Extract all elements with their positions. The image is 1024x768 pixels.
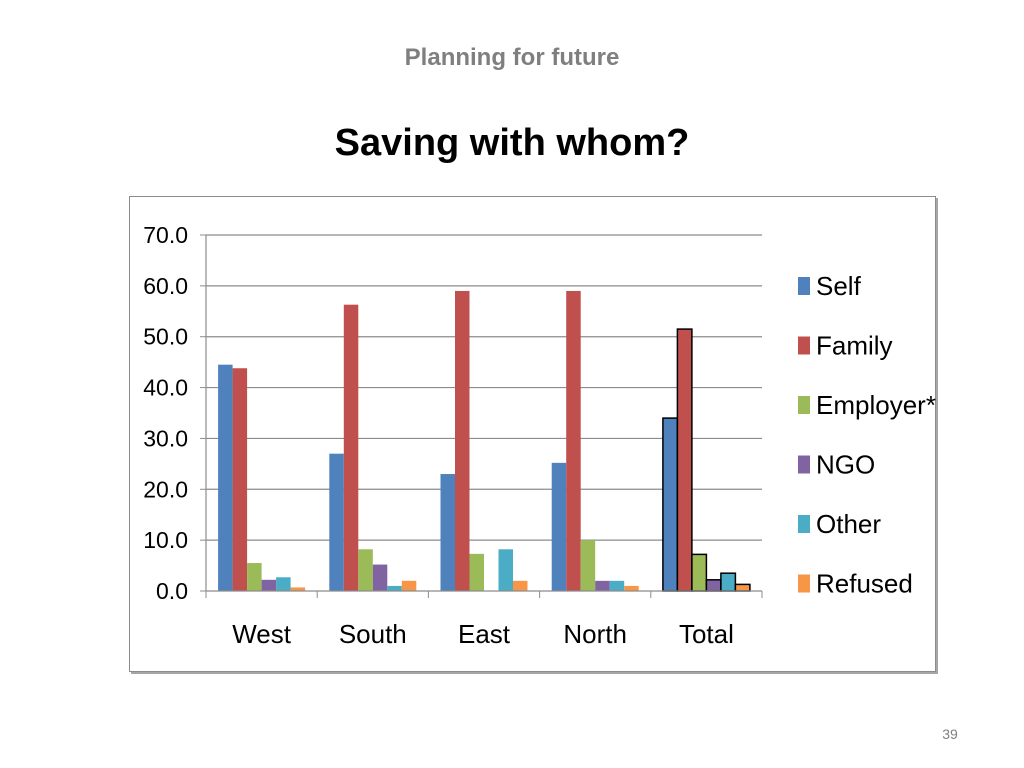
legend-swatch [798,574,810,593]
y-tick-label: 50.0 [143,324,188,350]
y-tick-label: 30.0 [143,425,188,451]
bar-north-employer [580,540,596,591]
y-tick-label: 70.0 [143,222,188,248]
bar-north-ngo [595,580,610,591]
bar-west-ngo [261,579,277,591]
bar-total-other [720,572,737,592]
x-category-label: Total [679,619,734,649]
bar-total-family [676,328,693,592]
bar-north-other [609,580,625,591]
bar-east-self [440,474,455,591]
slide-title: Saving with whom? [334,122,690,164]
legend: Self Family Employer* NGO Other Refused [798,271,936,599]
page-number: 39 [942,726,958,742]
legend-swatch [798,396,810,414]
bar-south-employer [358,549,373,591]
bar-east-refused [513,580,528,591]
bar-west-self [218,364,233,591]
bar-total-ngo [705,579,722,592]
bar-south-family [343,304,359,591]
y-tick-label: 0.0 [156,578,188,604]
bar-north-self [551,462,567,591]
legend-label: Family [816,331,893,361]
bar-west-employer [247,563,262,591]
y-axis-ticks: 0.0 10.0 20.0 30.0 40.0 50.0 60.0 70.0 [143,222,206,604]
bar-total-refused [734,583,751,592]
legend-label: Other [816,509,881,539]
slide-subtitle: Planning for future [404,44,620,71]
bar-north-family [566,290,581,591]
legend-label: Self [816,271,862,301]
bar-south-self [329,453,344,591]
bar-south-ngo [372,564,388,591]
y-tick-label: 40.0 [143,375,188,401]
bar-west-refused [290,587,306,591]
bars [218,290,751,592]
bar-total-self [662,417,679,592]
x-category-label: West [232,619,292,649]
legend-label: Employer* [816,390,936,420]
y-tick-label: 20.0 [143,476,188,502]
bar-north-refused [624,585,639,591]
x-category-label: North [563,619,627,649]
bar-south-refused [401,580,417,591]
axes [205,235,763,598]
legend-swatch [798,455,810,474]
legend-label: NGO [816,450,875,480]
bar-west-other [276,577,291,591]
x-category-label: East [458,619,511,649]
x-category-label: South [339,619,407,649]
y-tick-label: 10.0 [143,527,188,553]
y-tick-label: 60.0 [143,273,188,299]
legend-swatch [798,336,810,355]
legend-swatch [798,277,810,295]
x-axis-categories: West South East North Total [232,619,734,649]
legend-swatch [798,515,810,533]
bar-east-other [498,549,513,591]
bar-east-family [455,290,470,591]
legend-label: Refused [816,569,913,599]
bar-south-other [387,585,402,591]
bar-chart: 0.0 10.0 20.0 30.0 40.0 50.0 60.0 70.0 West Sout… [129,196,936,672]
gridlines [206,234,762,541]
bar-total-employer [691,553,708,592]
bar-west-family [232,368,248,591]
bar-east-employer [469,553,484,591]
chart-canvas: 0.0 10.0 20.0 30.0 40.0 50.0 60.0 70.0 West Sout… [143,222,936,649]
